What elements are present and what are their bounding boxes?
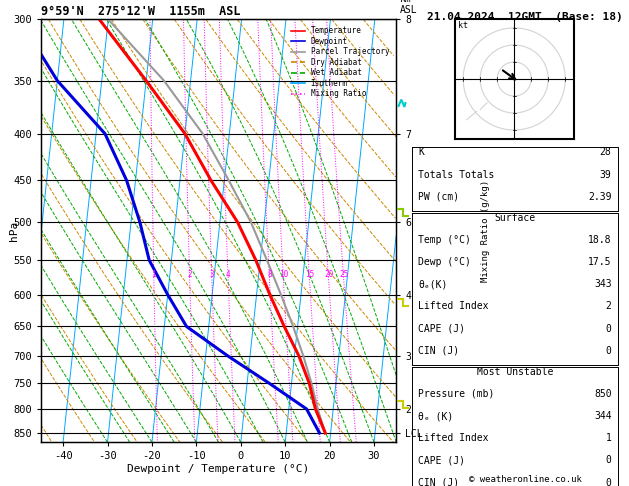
Text: 39: 39	[600, 170, 611, 179]
Text: 28: 28	[600, 147, 611, 157]
Text: Temp (°C): Temp (°C)	[418, 235, 471, 245]
Text: 1: 1	[606, 433, 611, 443]
Text: K: K	[418, 147, 424, 157]
Text: Mixing Ratio (g/kg): Mixing Ratio (g/kg)	[481, 180, 489, 282]
Text: CAPE (J): CAPE (J)	[418, 324, 465, 333]
Text: CIN (J): CIN (J)	[418, 346, 459, 356]
Text: 0: 0	[606, 324, 611, 333]
Text: 15: 15	[305, 270, 314, 279]
Text: 1: 1	[152, 270, 156, 279]
Text: 9°59'N  275°12'W  1155m  ASL: 9°59'N 275°12'W 1155m ASL	[41, 5, 240, 18]
Text: Dewp (°C): Dewp (°C)	[418, 257, 471, 267]
Text: θₑ (K): θₑ (K)	[418, 411, 454, 421]
Text: 2.39: 2.39	[588, 191, 611, 202]
Text: 17.5: 17.5	[588, 257, 611, 267]
Text: © weatheronline.co.uk: © weatheronline.co.uk	[469, 474, 582, 484]
Text: θₑ(K): θₑ(K)	[418, 279, 448, 289]
Text: Lifted Index: Lifted Index	[418, 301, 489, 312]
Text: Totals Totals: Totals Totals	[418, 170, 494, 179]
Text: Lifted Index: Lifted Index	[418, 433, 489, 443]
Text: Pressure (mb): Pressure (mb)	[418, 389, 494, 399]
Text: 344: 344	[594, 411, 611, 421]
X-axis label: Dewpoint / Temperature (°C): Dewpoint / Temperature (°C)	[128, 464, 309, 474]
Text: 21.04.2024  12GMT  (Base: 18): 21.04.2024 12GMT (Base: 18)	[427, 12, 623, 22]
Text: 18.8: 18.8	[588, 235, 611, 245]
Text: 4: 4	[226, 270, 231, 279]
Text: 0: 0	[606, 478, 611, 486]
Text: 2: 2	[187, 270, 192, 279]
Text: CAPE (J): CAPE (J)	[418, 455, 465, 466]
Text: 20: 20	[324, 270, 333, 279]
Text: km
ASL: km ASL	[400, 0, 418, 15]
Text: 10: 10	[279, 270, 288, 279]
Text: 0: 0	[606, 346, 611, 356]
Text: Most Unstable: Most Unstable	[477, 367, 553, 377]
Text: 8: 8	[267, 270, 272, 279]
Text: 343: 343	[594, 279, 611, 289]
Text: 3: 3	[209, 270, 214, 279]
Text: CIN (J): CIN (J)	[418, 478, 459, 486]
Text: 0: 0	[606, 455, 611, 466]
Text: 2: 2	[606, 301, 611, 312]
Text: PW (cm): PW (cm)	[418, 191, 459, 202]
Text: 850: 850	[594, 389, 611, 399]
Text: kt: kt	[458, 21, 468, 30]
Text: 25: 25	[339, 270, 348, 279]
Text: Surface: Surface	[494, 213, 535, 223]
Text: hPa: hPa	[9, 221, 19, 241]
Legend: Temperature, Dewpoint, Parcel Trajectory, Dry Adiabat, Wet Adiabat, Isotherm, Mi: Temperature, Dewpoint, Parcel Trajectory…	[288, 23, 392, 102]
